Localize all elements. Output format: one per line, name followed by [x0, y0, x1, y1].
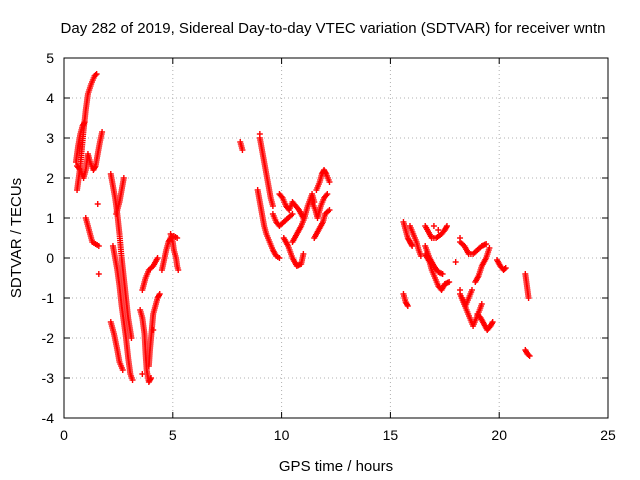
data-point [129, 377, 136, 383]
data-point [95, 271, 102, 277]
data-point [483, 241, 490, 247]
data-point [439, 271, 446, 277]
y-tick-label: 1 [46, 210, 54, 226]
data-point [95, 243, 102, 249]
y-axis-tick-labels: -4 -3 -2 -1 0 1 2 3 4 5 [42, 50, 55, 426]
data-point [525, 352, 532, 358]
data-points [72, 71, 533, 385]
y-tick-label: 3 [46, 130, 54, 146]
data-point [154, 255, 161, 261]
data-point [457, 235, 464, 241]
data-point [452, 259, 459, 265]
data-point [150, 327, 157, 333]
data-point [300, 251, 307, 257]
data-point [256, 131, 263, 137]
data-point [81, 119, 88, 125]
data-point [443, 223, 450, 229]
x-axis-tick-labels: 0 5 10 15 20 25 [60, 427, 616, 443]
y-tick-label: 4 [46, 90, 54, 106]
data-point [239, 147, 246, 153]
data-point [435, 227, 442, 233]
x-axis-title: GPS time / hours [279, 458, 393, 475]
data-point [501, 266, 508, 272]
chart-title: Day 282 of 2019, Sidereal Day-to-day VTE… [61, 20, 606, 37]
data-point [326, 179, 333, 185]
y-tick-label: -1 [42, 290, 55, 306]
x-tick-label: 0 [60, 427, 68, 443]
data-point [502, 265, 509, 271]
data-point [289, 211, 296, 217]
x-tick-label: 15 [383, 427, 399, 443]
data-point [93, 71, 100, 77]
data-point [156, 291, 163, 297]
data-point [446, 279, 453, 285]
data-point [92, 72, 99, 78]
data-point [324, 191, 331, 197]
data-point [120, 175, 127, 181]
y-tick-label: 0 [46, 250, 54, 266]
data-point [326, 207, 333, 213]
gridlines [64, 58, 608, 418]
x-tick-label: 10 [274, 427, 290, 443]
y-tick-label: 5 [46, 50, 54, 66]
data-point [526, 353, 533, 359]
data-point [148, 375, 155, 381]
y-axis-title: SDTVAR / TECUs [8, 178, 25, 298]
data-point [94, 201, 101, 207]
data-point [489, 319, 496, 325]
data-point [174, 235, 181, 241]
data-point [486, 245, 493, 251]
data-point [175, 267, 182, 273]
data-point [417, 253, 424, 259]
x-tick-label: 25 [600, 427, 616, 443]
data-point [128, 335, 135, 341]
data-point [269, 203, 276, 209]
data-point [525, 295, 532, 301]
data-point [139, 371, 146, 377]
data-point [99, 129, 106, 135]
data-point [457, 287, 464, 293]
data-point [409, 243, 416, 249]
x-tick-label: 20 [491, 427, 507, 443]
y-tick-label: -3 [42, 370, 55, 386]
data-point [276, 255, 283, 261]
data-point [119, 367, 126, 373]
y-tick-label: 2 [46, 170, 54, 186]
data-point [430, 223, 437, 229]
plot-frame [63, 57, 609, 419]
y-tick-label: -4 [42, 410, 55, 426]
y-tick-label: -2 [42, 330, 55, 346]
data-point [469, 287, 475, 293]
data-point [461, 299, 468, 305]
data-point [478, 301, 485, 307]
x-tick-label: 5 [169, 427, 177, 443]
data-point [404, 303, 411, 309]
